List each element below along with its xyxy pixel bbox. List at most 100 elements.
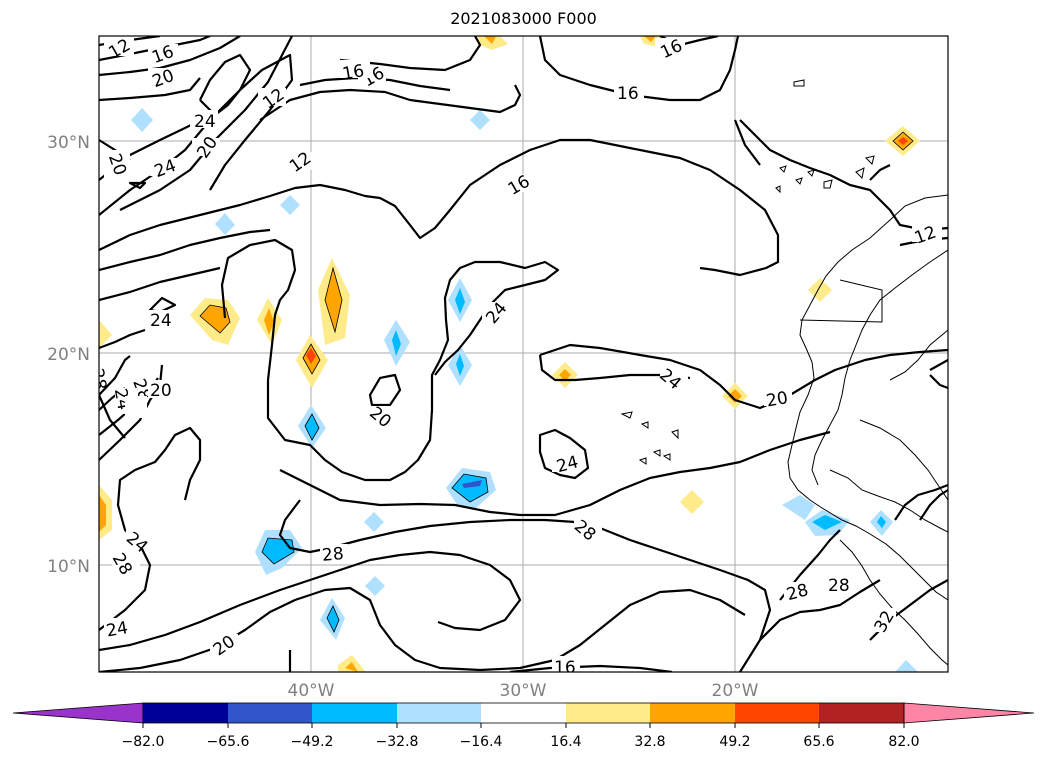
contour-line — [759, 579, 881, 641]
contour-line — [869, 164, 891, 181]
contour-label: 16 — [341, 61, 366, 84]
contour-line — [99, 77, 201, 102]
coastline-island — [779, 165, 787, 173]
colorbar-bin — [819, 703, 904, 723]
contour-label: 24 — [105, 618, 130, 641]
shade-blob — [131, 108, 153, 132]
colorbar-bin — [735, 703, 819, 723]
colorbar-tick-label: 65.6 — [803, 734, 834, 750]
contour-line — [259, 84, 522, 121]
coastline-island — [640, 421, 649, 429]
colorbar-tick-label: 32.8 — [634, 734, 665, 750]
contour-line — [99, 394, 126, 439]
shade-blob — [898, 137, 908, 145]
map-frame — [98, 35, 949, 673]
shade-blob — [559, 369, 571, 381]
coastline-island — [855, 167, 865, 180]
colorbar-tick-label: 16.4 — [550, 734, 581, 750]
lon-label: 30°W — [500, 681, 547, 701]
shade-blob — [364, 512, 384, 532]
contour-label: 16 — [617, 84, 639, 104]
shade-blob — [680, 490, 704, 514]
contour-line — [368, 373, 402, 407]
coastline-iberia-africa — [787, 194, 948, 601]
shade-blob — [99, 320, 112, 348]
shade-blob — [782, 495, 815, 520]
contour-line — [733, 119, 761, 166]
shade-blob — [456, 354, 464, 376]
colorbar-tick-label: −32.8 — [376, 734, 419, 750]
colorbar-tick-label: −16.4 — [460, 734, 503, 750]
lon-axis: 40°W 30°W 20°W — [288, 681, 759, 701]
contour-line — [929, 359, 948, 371]
contour-line — [538, 428, 590, 480]
contour-line — [99, 355, 131, 396]
shade-blob — [99, 495, 106, 532]
shade-blob — [478, 36, 508, 50]
contour-label: 20 — [765, 388, 790, 411]
coastline-island — [662, 453, 671, 461]
contour-line — [99, 228, 271, 272]
colorbar: −82.0 −65.6 −49.2 −32.8 −16.4 16.4 32.8 … — [12, 702, 1035, 750]
contour-label: 16 — [554, 658, 576, 678]
contour-line — [894, 483, 948, 521]
shade-blob — [392, 330, 401, 356]
coastline-inner — [811, 249, 948, 486]
coastline-island — [807, 169, 815, 177]
contour-line — [509, 664, 673, 672]
shade-blob — [808, 278, 832, 302]
contour-line — [99, 138, 780, 277]
lat-axis: 30°N 20°N 10°N — [47, 133, 90, 577]
shade-blob — [462, 480, 482, 488]
colorbar-min-extend — [12, 702, 144, 724]
colorbar-bin — [650, 703, 735, 723]
shade-blob — [895, 660, 918, 672]
contour-line — [220, 238, 560, 482]
shade-blob — [365, 576, 385, 596]
contour-line — [929, 374, 948, 390]
contour-line — [538, 36, 740, 102]
colorbar-tick-label: 49.2 — [719, 734, 750, 750]
coastline-island — [793, 79, 805, 87]
coastline-island — [652, 449, 661, 457]
colorbar-bin — [228, 703, 312, 723]
contour-line — [99, 550, 522, 652]
coastline-island — [795, 177, 803, 185]
contour-label: 28 — [321, 544, 344, 566]
coastline-island — [671, 429, 679, 440]
contour-label: 20 — [150, 381, 172, 401]
colorbar-bin — [143, 703, 228, 723]
shade-blob — [280, 195, 300, 215]
colorbar-tick-label: 82.0 — [888, 734, 919, 750]
colorbar-bin — [481, 703, 566, 723]
shade-blob — [877, 516, 886, 528]
shading-positive — [99, 36, 920, 672]
shade-blob — [644, 36, 656, 42]
colorbar-bin — [566, 703, 650, 723]
coastline-border — [799, 279, 883, 323]
shade-blob — [812, 515, 842, 530]
colorbar-bin — [397, 703, 481, 723]
coastline-region — [829, 469, 948, 533]
shade-blob — [264, 308, 274, 335]
contour-line — [539, 343, 948, 410]
colorbar-bin — [312, 703, 397, 723]
coastline-island — [775, 185, 781, 194]
colorbar-max-extend — [903, 702, 1035, 724]
colorbar-tick-label: −49.2 — [291, 734, 334, 750]
coastline-island — [620, 411, 633, 419]
contour-line — [99, 36, 241, 77]
contour-line — [278, 499, 772, 672]
contour-line — [279, 430, 831, 517]
coastline-island — [638, 457, 647, 465]
coastline-island — [823, 179, 833, 189]
contour-line — [99, 426, 202, 631]
shade-blob — [455, 288, 465, 314]
contour-line — [128, 181, 147, 190]
shade-blob — [728, 389, 742, 403]
lon-label: 20°W — [712, 681, 759, 701]
coastline-island — [865, 155, 875, 165]
contour-line — [739, 119, 948, 232]
lat-label: 10°N — [47, 557, 90, 577]
